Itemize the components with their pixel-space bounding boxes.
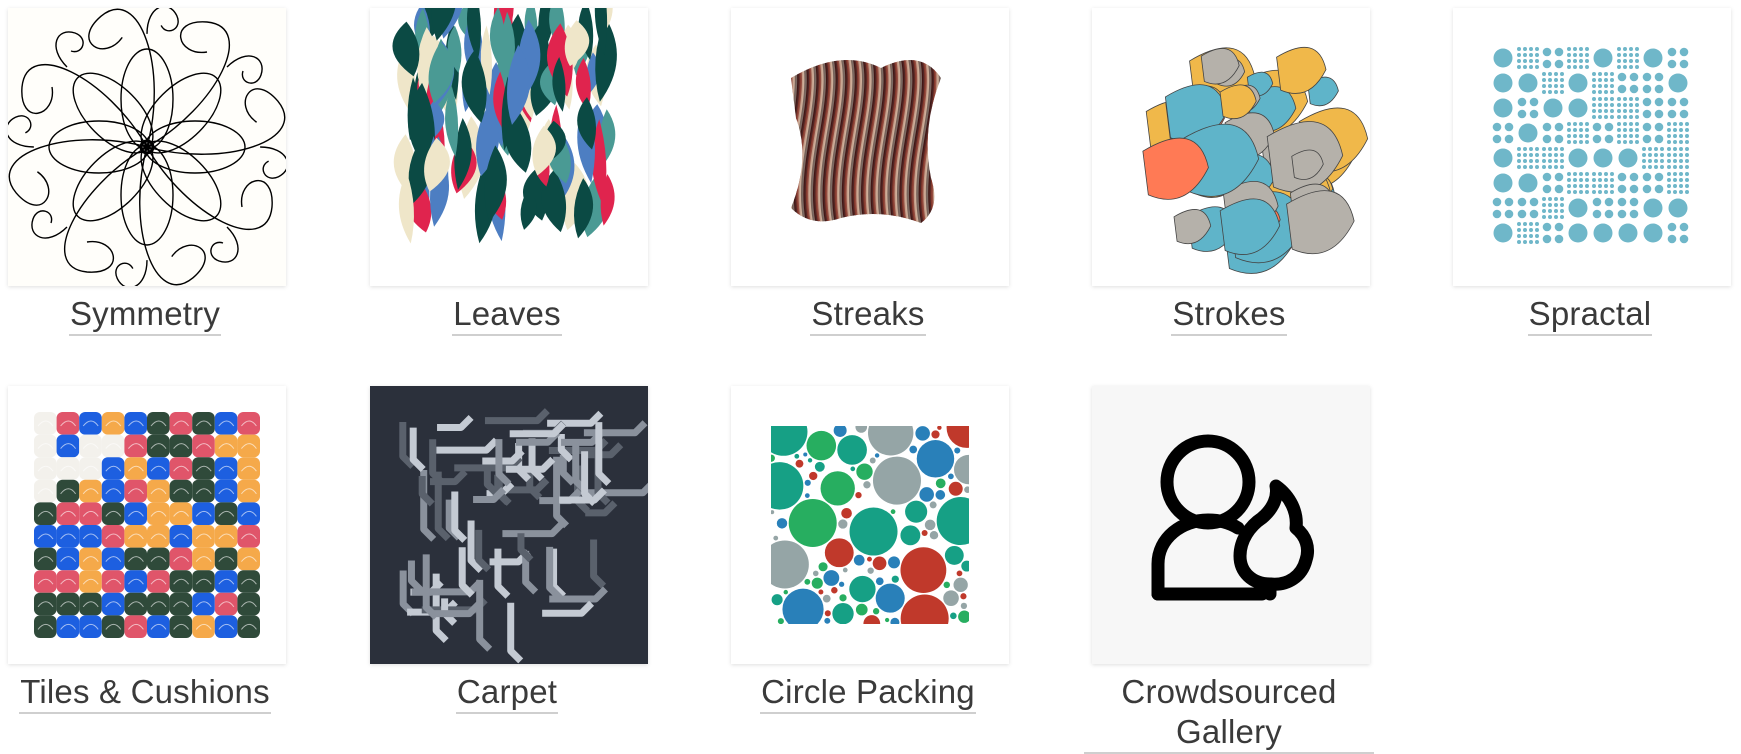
gallery-item-label[interactable]: Spractal [1527,294,1653,336]
gallery-item-label[interactable]: Circle Packing [760,672,976,714]
tiles-thumbnail[interactable] [8,386,286,664]
crowdsourced-thumbnail[interactable] [1092,386,1370,664]
streaks-thumbnail[interactable] [731,8,1009,286]
gallery-item-label[interactable]: Tiles & Cushions [19,672,271,714]
person-tree-icon [1151,434,1315,601]
symmetry-thumbnail[interactable] [8,8,286,286]
spractal-thumbnail[interactable] [1453,8,1731,286]
circle-packing-thumbnail[interactable] [731,386,1009,664]
gallery-item-label[interactable]: Carpet [455,672,559,714]
gallery-item-label[interactable]: Crowdsourced Gallery [1084,672,1374,754]
gallery-item-label[interactable]: Strokes [1171,294,1287,336]
leaves-thumbnail[interactable] [370,8,648,286]
gallery-item-label[interactable]: Leaves [452,294,562,336]
gallery-item-label[interactable]: Symmetry [68,294,222,336]
gallery-item-label[interactable]: Streaks [810,294,926,336]
carpet-thumbnail[interactable] [370,386,648,664]
strokes-thumbnail[interactable] [1092,8,1370,286]
